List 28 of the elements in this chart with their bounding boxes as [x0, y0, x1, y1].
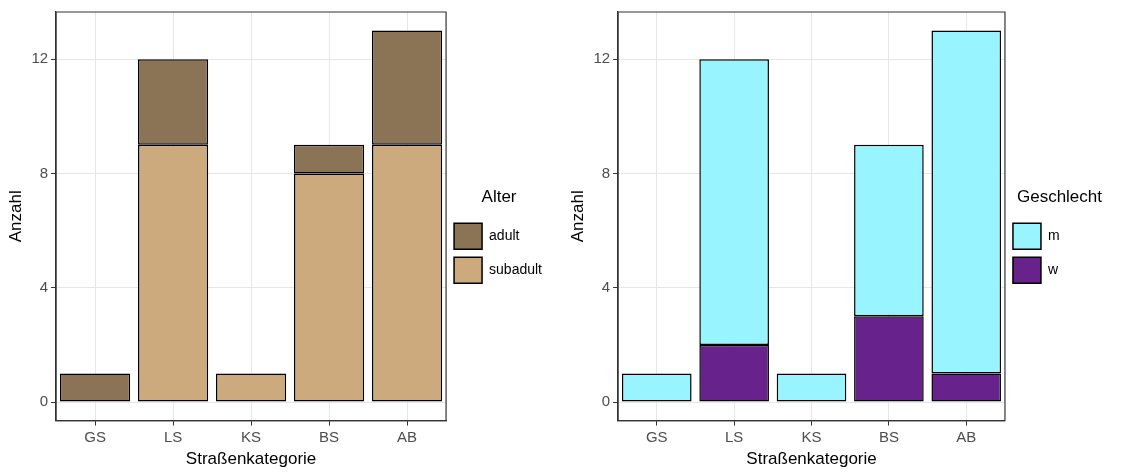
legend-title: Alter — [481, 186, 517, 206]
legend-title: Geschlecht — [1016, 186, 1103, 206]
y-tick-label: 8 — [39, 163, 49, 181]
x-tick-label: GS — [84, 427, 106, 445]
y-tick-label: 12 — [31, 49, 49, 67]
legend-label: adult — [489, 227, 520, 244]
x-tick-label: AB — [397, 427, 418, 445]
y-tick-label: 4 — [601, 277, 611, 295]
x-tick-label: KS — [801, 427, 822, 445]
legend-label: w — [1046, 261, 1059, 278]
y-tick-label: 0 — [601, 392, 611, 410]
x-axis-title: Straßenkategorie — [185, 449, 317, 469]
y-axis-title: Anzahl — [5, 190, 25, 243]
y-axis-title: Anzahl — [567, 190, 587, 243]
x-tick-label: LS — [163, 427, 183, 445]
y-tick-label: 4 — [39, 277, 49, 295]
y-tick-label: 0 — [39, 392, 49, 410]
y-tick-label: 8 — [601, 163, 611, 181]
x-axis-title: Straßenkategorie — [746, 449, 877, 469]
x-tick-label: GS — [645, 427, 668, 445]
x-tick-label: LS — [724, 427, 744, 445]
x-tick-label: AB — [956, 427, 977, 445]
x-tick-label: BS — [878, 427, 899, 445]
legend-label: subadult — [489, 261, 543, 278]
x-tick-label: KS — [241, 427, 262, 445]
x-tick-label: BS — [319, 427, 340, 445]
legend-label: m — [1047, 227, 1060, 244]
y-tick-label: 12 — [593, 49, 611, 67]
